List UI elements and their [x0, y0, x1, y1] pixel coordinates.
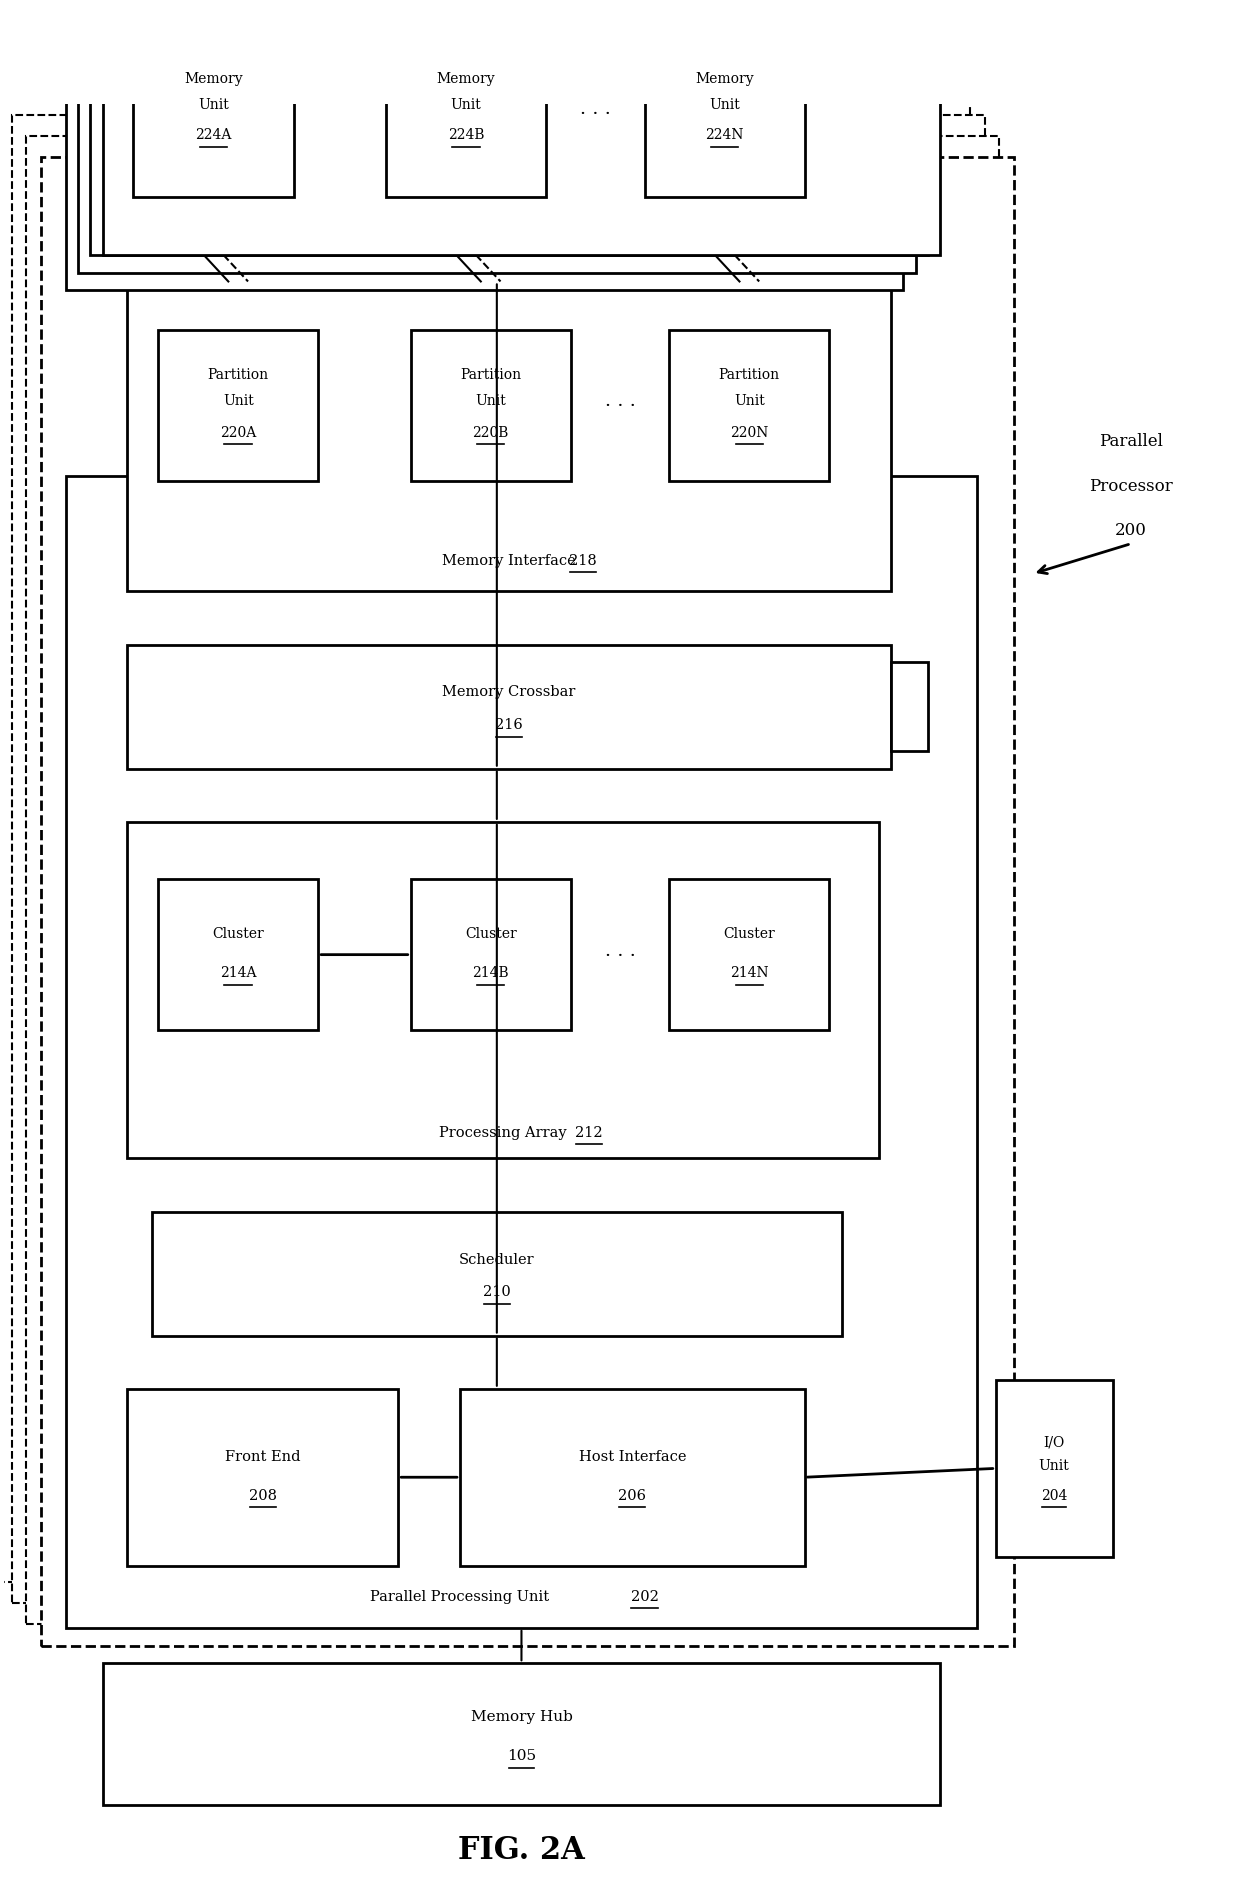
Text: · · ·: · · · — [580, 105, 611, 122]
Text: Unit: Unit — [223, 395, 253, 408]
FancyBboxPatch shape — [892, 664, 928, 752]
FancyBboxPatch shape — [26, 137, 999, 1624]
Text: 206: 206 — [619, 1489, 646, 1502]
Text: Unit: Unit — [734, 395, 765, 408]
Text: Processing Array: Processing Array — [439, 1126, 567, 1139]
Text: 224N: 224N — [706, 128, 744, 143]
FancyBboxPatch shape — [645, 30, 805, 197]
Text: Cluster: Cluster — [465, 927, 517, 940]
Text: 202: 202 — [631, 1589, 658, 1604]
Text: I/O: I/O — [1044, 1434, 1065, 1449]
FancyBboxPatch shape — [128, 1389, 398, 1566]
Text: Memory: Memory — [696, 71, 754, 86]
FancyBboxPatch shape — [0, 94, 970, 1581]
FancyBboxPatch shape — [103, 0, 940, 256]
Text: 214B: 214B — [472, 966, 508, 979]
Text: 220N: 220N — [730, 425, 769, 440]
Text: Unit: Unit — [198, 98, 229, 113]
FancyBboxPatch shape — [670, 880, 830, 1030]
Text: Unit: Unit — [450, 98, 481, 113]
FancyBboxPatch shape — [670, 331, 830, 481]
Text: Scheduler: Scheduler — [459, 1252, 534, 1267]
Text: 200: 200 — [1115, 521, 1147, 540]
Text: 214A: 214A — [219, 966, 257, 979]
Text: 224A: 224A — [196, 128, 232, 143]
FancyBboxPatch shape — [410, 880, 570, 1030]
Text: 212: 212 — [575, 1126, 603, 1139]
FancyBboxPatch shape — [159, 880, 319, 1030]
Text: Cluster: Cluster — [212, 927, 264, 940]
FancyBboxPatch shape — [153, 1213, 842, 1337]
FancyBboxPatch shape — [134, 30, 294, 197]
FancyBboxPatch shape — [66, 478, 977, 1628]
Text: 224B: 224B — [448, 128, 485, 143]
FancyBboxPatch shape — [996, 1380, 1112, 1557]
Text: Parallel: Parallel — [1099, 432, 1163, 449]
Text: Memory Interface: Memory Interface — [443, 553, 577, 568]
FancyBboxPatch shape — [460, 1389, 805, 1566]
FancyBboxPatch shape — [386, 30, 546, 197]
FancyBboxPatch shape — [410, 331, 570, 481]
FancyBboxPatch shape — [128, 282, 892, 592]
Text: 218: 218 — [569, 553, 596, 568]
FancyBboxPatch shape — [159, 331, 319, 481]
FancyBboxPatch shape — [128, 645, 892, 769]
FancyBboxPatch shape — [128, 822, 879, 1158]
Text: Partition: Partition — [719, 367, 780, 382]
Text: Partition: Partition — [207, 367, 269, 382]
Text: Front End: Front End — [226, 1449, 300, 1463]
FancyBboxPatch shape — [66, 0, 903, 291]
Text: Unit: Unit — [475, 395, 506, 408]
Text: Unit: Unit — [709, 98, 740, 113]
FancyBboxPatch shape — [91, 0, 928, 256]
Text: FIG. 2A: FIG. 2A — [458, 1833, 585, 1865]
Text: Cluster: Cluster — [723, 927, 775, 940]
Text: Memory Hub: Memory Hub — [470, 1709, 573, 1724]
Text: 208: 208 — [249, 1489, 277, 1502]
Text: Processor: Processor — [1089, 478, 1173, 494]
Text: 204: 204 — [1040, 1489, 1068, 1502]
FancyBboxPatch shape — [11, 117, 985, 1604]
Text: 220A: 220A — [219, 425, 257, 440]
Text: Memory: Memory — [185, 71, 243, 86]
Text: 220B: 220B — [472, 425, 508, 440]
Text: Memory Crossbar: Memory Crossbar — [443, 684, 575, 697]
Text: Parallel Processing Unit: Parallel Processing Unit — [371, 1589, 549, 1604]
FancyBboxPatch shape — [103, 1664, 940, 1805]
Text: 214N: 214N — [730, 966, 769, 979]
FancyBboxPatch shape — [78, 0, 915, 273]
Text: Unit: Unit — [1039, 1459, 1070, 1472]
Text: · · ·: · · · — [605, 397, 635, 415]
Text: · · ·: · · · — [605, 946, 635, 964]
Text: 210: 210 — [482, 1284, 511, 1299]
FancyBboxPatch shape — [41, 158, 1014, 1645]
Text: Memory: Memory — [436, 71, 495, 86]
Text: Partition: Partition — [460, 367, 521, 382]
Text: 105: 105 — [507, 1748, 536, 1762]
Text: 216: 216 — [495, 718, 523, 731]
Text: Host Interface: Host Interface — [579, 1449, 686, 1463]
